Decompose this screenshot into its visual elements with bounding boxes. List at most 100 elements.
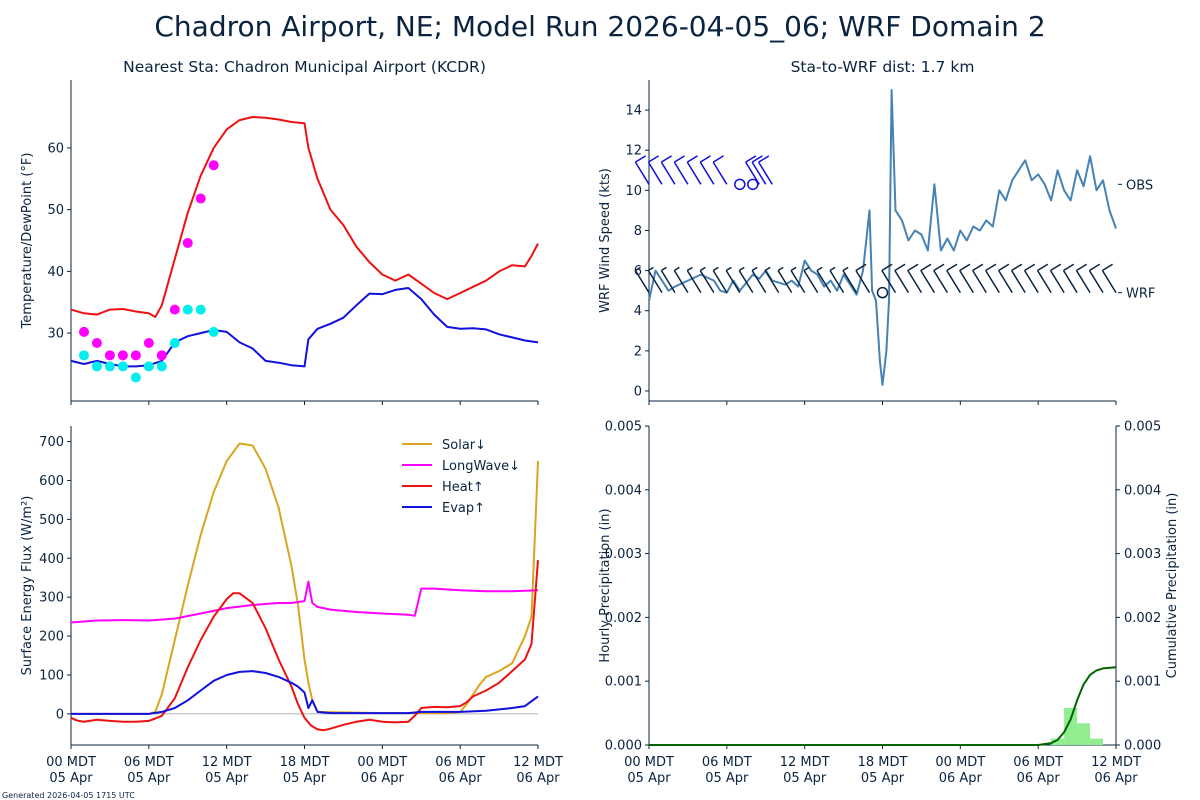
wrf-wind-barb-flag bbox=[933, 263, 945, 272]
energy-legend-label-heat: Heat↑ bbox=[442, 480, 484, 495]
wrf-wind-barb-flag bbox=[660, 266, 667, 272]
energy-line-evap bbox=[71, 670, 539, 715]
wrf-wind-barb bbox=[1062, 263, 1078, 294]
temperature-point-dew_obs bbox=[104, 361, 115, 372]
wrf-wind-barb-flag bbox=[1037, 263, 1049, 272]
wrf-wind-barb-flag bbox=[1024, 263, 1036, 272]
wind-line-wind bbox=[648, 89, 1117, 386]
wrf-wind-barb-flag bbox=[803, 266, 810, 272]
wrf-wind-barb bbox=[959, 263, 974, 294]
precip-ytick-label: 0.002 bbox=[605, 611, 642, 626]
temperature-ytick-label: 60 bbox=[47, 141, 64, 156]
energy-xtick-label: 05 Apr bbox=[49, 771, 93, 786]
energy-line-heat bbox=[70, 560, 539, 732]
precip-xtick-label: 05 Apr bbox=[861, 771, 905, 786]
wrf-wind-barb-staff bbox=[972, 270, 987, 294]
wrf-wind-barb-flag bbox=[647, 266, 654, 272]
wrf-wind-barb-staff bbox=[1062, 270, 1078, 294]
precip-xtick-label: 06 Apr bbox=[1017, 771, 1061, 786]
energy-xtick-label: 05 Apr bbox=[205, 771, 249, 786]
energy-xtick-label: 06 MDT bbox=[124, 755, 174, 770]
wrf-wind-barb bbox=[933, 263, 949, 294]
temperature-point-dew_obs bbox=[143, 361, 154, 372]
wrf-wind-barb bbox=[647, 266, 663, 294]
obs-wind-barb-staff bbox=[745, 161, 760, 185]
energy-ytick-label: 0 bbox=[56, 707, 64, 722]
wrf-wind-barb-flag bbox=[946, 263, 958, 272]
energy-xtick-label: 06 Apr bbox=[439, 771, 483, 786]
precip-ytick-label: 0.003 bbox=[605, 547, 642, 562]
wrf-wind-barb bbox=[881, 263, 897, 294]
temperature-point-temp_obs bbox=[143, 337, 154, 348]
wrf-wind-barb bbox=[920, 263, 936, 294]
obs-wind-barb-flag bbox=[647, 155, 660, 163]
energy-ytick-label: 700 bbox=[39, 435, 64, 450]
energy-xtick-label: 06 Apr bbox=[516, 771, 560, 786]
wrf-wind-barb bbox=[699, 266, 715, 294]
wind-ytick-label: 10 bbox=[625, 184, 642, 199]
wind-ytick-label: 0 bbox=[634, 384, 642, 399]
wrf-wind-barb-staff bbox=[959, 270, 974, 294]
precip-bar bbox=[1090, 738, 1104, 745]
wrf-wind-barb-staff bbox=[790, 270, 806, 294]
temperature-point-temp_obs bbox=[91, 337, 102, 348]
precip-xtick-label: 00 MDT bbox=[624, 755, 674, 770]
wrf-wind-barb bbox=[777, 266, 793, 294]
energy-ytick-label: 500 bbox=[39, 513, 64, 528]
obs-wind-barb-staff bbox=[712, 161, 728, 185]
temperature-ytick-label: 30 bbox=[47, 327, 64, 342]
precip-ytick-label: 0.004 bbox=[605, 483, 642, 498]
obs-wind-barb bbox=[660, 155, 676, 185]
energy-ytick-label: 600 bbox=[39, 474, 64, 489]
wrf-wind-barb-flag bbox=[1102, 263, 1114, 272]
wrf-wind-barb-flag bbox=[751, 266, 758, 272]
wrf-wind-barb-flag bbox=[777, 266, 784, 272]
wrf-wind-barb bbox=[751, 266, 767, 294]
temperature-point-temp_obs bbox=[182, 237, 193, 248]
precip-line-precip_cum bbox=[649, 666, 1117, 746]
wrf-wind-barb-flag bbox=[764, 266, 771, 272]
wrf-wind-barb-staff bbox=[933, 270, 949, 294]
wrf-wind-barb bbox=[1036, 263, 1052, 294]
temperature-point-temp_obs bbox=[104, 350, 115, 361]
wrf-wind-barb bbox=[790, 266, 806, 294]
precip-bar bbox=[1064, 707, 1078, 745]
wrf-wind-barb-staff bbox=[738, 270, 754, 294]
energy-legend-label-evap: Evap↑ bbox=[442, 501, 485, 516]
wind-ylabel: WRF Wind Speed (kts) bbox=[598, 168, 613, 313]
obs-wind-barb-staff bbox=[647, 161, 663, 185]
wind-ytick-label: 4 bbox=[634, 304, 642, 319]
obs-wind-barb bbox=[634, 155, 650, 185]
energy-ytick-label: 400 bbox=[39, 552, 64, 567]
wrf-wind-barb bbox=[712, 266, 728, 294]
wrf-wind-barb-staff bbox=[894, 270, 910, 294]
wrf-wind-barb bbox=[634, 266, 650, 294]
obs-wind-barb-flag bbox=[751, 155, 763, 163]
obs-wind-barb-flag bbox=[635, 155, 647, 163]
obs-wind-barb-flag bbox=[660, 155, 672, 163]
wrf-wind-barb-flag bbox=[712, 266, 719, 272]
wrf-wind-barb-staff bbox=[647, 270, 663, 294]
wrf-wind-barb bbox=[1088, 263, 1104, 294]
energy-xtick-label: 00 MDT bbox=[357, 755, 407, 770]
wind-ytick-label: 14 bbox=[625, 104, 642, 119]
obs-wind-barb-staff bbox=[699, 161, 715, 185]
temperature-ytick-label: 40 bbox=[47, 265, 64, 280]
wrf-wind-barb-flag bbox=[998, 263, 1010, 272]
precip-xtick-label: 06 MDT bbox=[702, 755, 752, 770]
obs-wind-barb-staff bbox=[634, 161, 650, 185]
wrf-wind-barb-staff bbox=[699, 270, 715, 294]
wrf-wind-barb bbox=[816, 266, 832, 294]
precip-ytick-label-right: 0.002 bbox=[1124, 611, 1161, 626]
wrf-wind-barb-staff bbox=[1010, 270, 1026, 294]
wrf-wind-barb bbox=[997, 263, 1013, 294]
wrf-wind-barb-staff bbox=[985, 270, 1000, 294]
temperature-point-dew_obs bbox=[195, 304, 206, 315]
temperature-point-dew_obs bbox=[130, 372, 141, 383]
wrf-wind-barb bbox=[855, 263, 871, 294]
wrf-wind-barb-flag bbox=[1076, 263, 1088, 272]
temperature-point-temp_obs bbox=[169, 304, 180, 315]
wrf-wind-barb-flag bbox=[959, 263, 971, 272]
precip-xtick-label: 18 MDT bbox=[858, 755, 908, 770]
wind-barb-label-obs: OBS bbox=[1126, 178, 1153, 193]
